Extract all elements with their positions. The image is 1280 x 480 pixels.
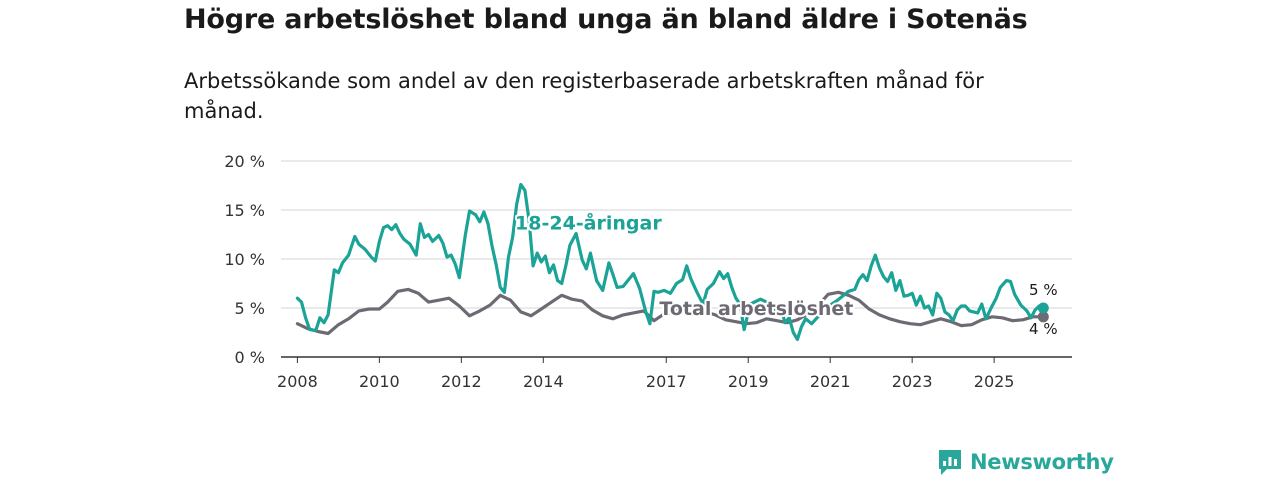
y-tick-label: 10 % — [224, 250, 265, 269]
x-tick-label: 2021 — [810, 372, 851, 391]
series-label-total: Total arbetslöshet — [659, 298, 853, 320]
chart-subtitle: Arbetssökande som andel av den registerb… — [184, 69, 984, 123]
x-tick-label: 2023 — [892, 372, 933, 391]
y-tick-label: 5 % — [235, 299, 265, 318]
newsworthy-logo-icon — [939, 450, 961, 475]
end-label-total: 4 % — [1029, 320, 1058, 338]
x-tick-label: 2010 — [359, 372, 400, 391]
chart-title: Högre arbetslöshet bland unga än bland ä… — [184, 4, 1028, 35]
series-line-youth — [295, 182, 1045, 341]
series-label-youth: 18-24-åringar — [515, 211, 662, 235]
brand-name: Newsworthy — [970, 450, 1114, 474]
end-label-youth: 5 % — [1029, 281, 1058, 299]
x-tick-label: 2008 — [277, 372, 318, 391]
x-tick-label: 2019 — [728, 372, 769, 391]
series-line-total — [295, 287, 1045, 336]
x-tick-label: 2012 — [441, 372, 482, 391]
x-tick-label: 2025 — [974, 372, 1015, 391]
brand: Newsworthy — [937, 448, 1114, 476]
x-tick-label: 2017 — [646, 372, 687, 391]
end-point-youth — [1037, 302, 1049, 314]
x-tick-label: 2014 — [523, 372, 564, 391]
y-tick-label: 0 % — [235, 348, 265, 367]
y-tick-label: 20 % — [224, 152, 265, 171]
y-tick-label: 15 % — [224, 201, 265, 220]
end-point-total — [1037, 311, 1049, 323]
